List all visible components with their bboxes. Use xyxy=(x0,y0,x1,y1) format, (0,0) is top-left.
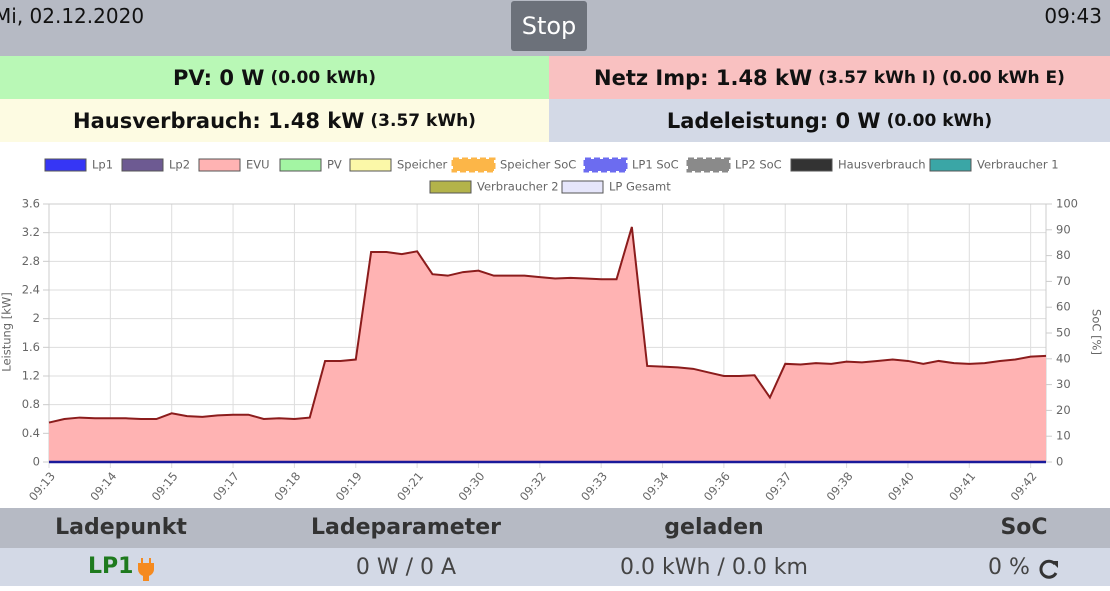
y2-tick-label: 30 xyxy=(1056,377,1071,391)
grid-main: Netz Imp: 1.48 kW xyxy=(594,65,813,90)
top-bar: Mi, 02.12.2020 Stop 09:43 xyxy=(0,0,1110,56)
legend-swatch xyxy=(929,158,972,172)
legend-swatch xyxy=(44,158,87,172)
legend-label: Lp2 xyxy=(169,158,190,172)
y-tick-label: 2 xyxy=(33,311,40,325)
y-tick-label: 2.4 xyxy=(22,283,40,297)
y-tick-label: 3.2 xyxy=(22,225,40,239)
legend-swatch xyxy=(686,157,731,173)
grid-status: Netz Imp: 1.48 kW (3.57 kWh I) (0.00 kWh … xyxy=(549,56,1110,99)
y2-tick-label: 40 xyxy=(1056,351,1071,365)
legend-swatch xyxy=(451,157,496,173)
legend-label: LP1 SoC xyxy=(632,158,679,172)
x-tick-label: 09:34 xyxy=(639,469,671,503)
legend-label: Verbraucher 2 xyxy=(477,180,559,194)
legend-swatch xyxy=(429,180,472,194)
legend-label: PV xyxy=(327,158,342,172)
x-tick-label: 09:13 xyxy=(26,469,58,503)
line xyxy=(48,226,1047,424)
x-tick-label: 09:30 xyxy=(455,469,487,503)
x-tick-label: 09:42 xyxy=(1008,469,1040,503)
x-tick-label: 09:37 xyxy=(762,469,794,503)
stop-button[interactable]: Stop xyxy=(511,1,587,51)
table-row xyxy=(0,548,1110,586)
house-detail: (3.57 kWh) xyxy=(370,110,476,131)
charge-status: Ladeleistung: 0 W (0.00 kWh) xyxy=(549,99,1110,142)
y2-tick-label: 50 xyxy=(1056,326,1071,340)
pv-main: PV: 0 W xyxy=(172,65,265,90)
x-tick-label: 09:38 xyxy=(824,469,856,503)
legend-swatch xyxy=(198,158,241,172)
legend-swatch xyxy=(121,158,164,172)
legend-swatch xyxy=(561,180,604,194)
x-tick-label: 09:19 xyxy=(333,469,365,503)
y-tick-label: 2.8 xyxy=(22,254,40,268)
area xyxy=(49,226,1046,462)
legend-swatch xyxy=(349,158,392,172)
time: 09:43 xyxy=(1044,4,1102,28)
y-tick-label: 1.6 xyxy=(22,340,40,354)
y2-tick-label: 10 xyxy=(1056,429,1071,443)
x-tick-label: 09:40 xyxy=(885,469,917,503)
y2-tick-label: 80 xyxy=(1056,248,1071,262)
date: Mi, 02.12.2020 xyxy=(0,4,145,28)
x-tick-label: 09:18 xyxy=(271,469,303,503)
charged: 0.0 kWh / 0.0 km xyxy=(620,555,808,580)
legend-label: LP2 SoC xyxy=(735,158,782,172)
house-status: Hausverbrauch: 1.48 kW (3.57 kWh) xyxy=(0,99,549,142)
plug-icon xyxy=(138,558,155,581)
charge-params: 0 W / 0 A xyxy=(355,555,457,580)
legend-swatch xyxy=(583,157,628,173)
y-tick-label: 1.2 xyxy=(22,369,40,383)
lp-name[interactable]: LP1 xyxy=(88,554,134,579)
x-tick-label: 09:15 xyxy=(149,469,181,503)
legend-label: Verbraucher 1 xyxy=(977,158,1059,172)
soc: 0 % xyxy=(988,555,1030,580)
y-tick-label: 0 xyxy=(33,455,40,469)
legend-label: Speicher xyxy=(397,158,448,172)
pv-detail: (0.00 kWh) xyxy=(270,67,377,88)
x-tick-label: 09:17 xyxy=(210,469,242,503)
y-tick-label: 3.6 xyxy=(22,197,40,211)
legend-label: EVU xyxy=(246,158,270,172)
charge-detail: (0.00 kWh) xyxy=(886,110,993,131)
y2-tick-label: 70 xyxy=(1056,274,1071,288)
pv-status: PV: 0 W (0.00 kWh) xyxy=(0,56,549,99)
x-tick-label: 09:32 xyxy=(517,469,549,503)
house-main: Hausverbrauch: 1.48 kW xyxy=(73,108,365,133)
x-tick-label: 09:41 xyxy=(946,469,978,503)
y2-tick-label: 20 xyxy=(1056,403,1071,417)
legend-swatch xyxy=(790,158,833,172)
chart: Leistung [kW] SoC [%] Lp1 Lp2 EVU PV Speiche… xyxy=(0,157,1104,504)
legend-label: LP Gesamt xyxy=(609,180,671,194)
y2-tick-label: 60 xyxy=(1056,300,1071,314)
charge-main: Ladeleistung: 0 W xyxy=(666,108,881,133)
x-tick-label: 09:33 xyxy=(578,469,610,503)
y-tick-label: 0.8 xyxy=(22,397,40,411)
refresh-icon[interactable] xyxy=(1038,558,1060,580)
table-header-cell: SoC xyxy=(1000,515,1048,540)
table-header xyxy=(0,508,1110,548)
legend-label: Speicher SoC xyxy=(500,158,576,172)
table-header-cell: Ladepunkt xyxy=(55,515,187,540)
legend-label: Lp1 xyxy=(92,158,113,172)
x-tick-label: 09:21 xyxy=(394,469,426,503)
y2-tick-label: 0 xyxy=(1056,455,1063,469)
x-tick-label: 09:14 xyxy=(87,469,119,503)
table-header-cell: Ladeparameter xyxy=(311,515,501,540)
x-tick-label: 09:36 xyxy=(701,469,733,503)
table-header-cell: geladen xyxy=(664,515,764,540)
grid-detail: (3.57 kWh I) (0.00 kWh E) xyxy=(818,67,1065,88)
legend-swatch xyxy=(279,158,322,172)
y2-tick-label: 90 xyxy=(1056,222,1071,236)
y2-axis-title: SoC [%] xyxy=(1090,309,1104,355)
legend-label: Hausverbrauch xyxy=(838,158,926,172)
y-tick-label: 0.4 xyxy=(22,426,40,440)
y-axis-title: Leistung [kW] xyxy=(0,292,14,372)
y2-tick-label: 100 xyxy=(1056,197,1078,211)
